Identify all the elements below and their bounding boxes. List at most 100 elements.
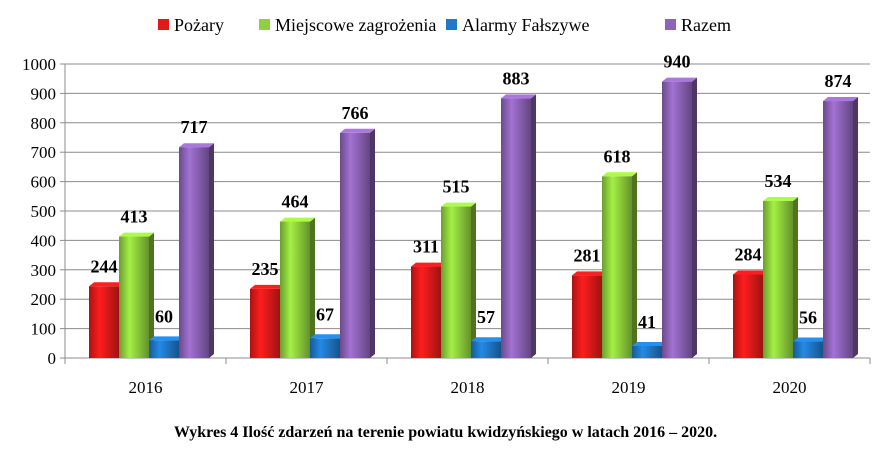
- bar-side: [632, 172, 637, 358]
- legend-swatch: [259, 19, 270, 30]
- bar-miejscowe-zagrozenia-2017: [280, 221, 310, 358]
- bar-top: [411, 262, 446, 267]
- y-tick-label: 500: [31, 202, 57, 221]
- data-label: 284: [735, 245, 762, 265]
- bar-alarmy-falszywe-2019: [632, 345, 662, 358]
- legend-swatch: [446, 19, 457, 30]
- bar-top: [733, 270, 768, 275]
- bar-pozary-2018: [411, 266, 441, 358]
- bar-top: [119, 232, 154, 237]
- y-tick-label: 800: [31, 114, 57, 133]
- y-tick-label: 900: [31, 84, 57, 103]
- legend-item-miejscowe-zagrozenia: Miejscowe zagrożenia: [259, 15, 436, 35]
- bar-razem-2019: [662, 81, 692, 358]
- y-tick-label: 200: [31, 290, 57, 309]
- bar-top: [89, 282, 124, 287]
- bar-top: [501, 94, 536, 99]
- bar-razem-2018: [501, 98, 531, 358]
- legend-label: Alarmy Fałszywe: [462, 15, 589, 35]
- bar-razem-2020: [823, 101, 853, 358]
- bar-top: [280, 217, 315, 222]
- bar-miejscowe-zagrozenia-2020: [763, 201, 793, 358]
- data-label: 235: [252, 259, 279, 279]
- data-label: 874: [825, 71, 852, 91]
- bar-side: [209, 143, 214, 358]
- bar-side: [149, 232, 154, 358]
- x-tick-label: 2020: [773, 378, 807, 397]
- data-label: 515: [443, 177, 470, 197]
- y-axis: 0 100 200 300 400 500 600 700 800 900 1000: [22, 55, 66, 368]
- data-label: 311: [413, 237, 439, 257]
- x-axis: 2016 2017 2018 2019 2020: [64, 357, 871, 397]
- legend-swatch: [158, 19, 169, 30]
- bar-top: [602, 172, 637, 177]
- bar-pozary-2019: [572, 275, 602, 358]
- data-label: 766: [342, 103, 369, 123]
- legend-item-pozary: Pożary: [158, 15, 224, 35]
- bar-razem-2016: [179, 147, 209, 358]
- data-label: 60: [155, 306, 173, 326]
- bar-top: [572, 271, 607, 276]
- data-label: 57: [477, 307, 495, 327]
- bar-razem-2017: [340, 132, 370, 358]
- bar-top: [632, 341, 667, 346]
- bar-top: [763, 197, 798, 202]
- bar-side: [692, 77, 697, 358]
- y-tick-label: 100: [31, 320, 57, 339]
- bar-top: [179, 143, 214, 148]
- bar-pozary-2017: [250, 288, 280, 358]
- x-tick-label: 2018: [451, 378, 485, 397]
- bar-miejscowe-zagrozenia-2019: [602, 176, 632, 358]
- x-tick-label: 2016: [129, 378, 163, 397]
- legend-label: Pożary: [174, 15, 224, 35]
- data-label: 534: [765, 171, 792, 191]
- bar-top: [471, 337, 506, 342]
- bar-top: [662, 77, 697, 82]
- legend-item-razem: Razem: [665, 15, 731, 35]
- bar-alarmy-falszywe-2018: [471, 341, 501, 358]
- data-label: 717: [181, 117, 208, 137]
- bar-top: [340, 128, 375, 133]
- legend-label: Razem: [681, 15, 731, 35]
- y-tick-label: 300: [31, 261, 57, 280]
- bar-top: [149, 336, 184, 341]
- data-label: 618: [604, 146, 631, 166]
- data-label: 56: [799, 308, 817, 328]
- y-tick-label: 0: [48, 349, 57, 368]
- data-label: 67: [316, 304, 334, 324]
- bar-pozary-2020: [733, 274, 763, 358]
- bar-top: [823, 97, 858, 102]
- bar-alarmy-falszywe-2017: [310, 338, 340, 358]
- bars: [89, 77, 858, 358]
- bar-side: [853, 97, 858, 358]
- bar-alarmy-falszywe-2016: [149, 340, 179, 358]
- bar-top: [310, 334, 345, 339]
- legend-label: Miejscowe zagrożenia: [275, 15, 436, 35]
- x-tick-label: 2019: [612, 378, 646, 397]
- bar-side: [793, 197, 798, 358]
- data-label: 464: [282, 192, 309, 212]
- legend: Pożary Miejscowe zagrożenia Alarmy Fałszyw…: [158, 15, 731, 35]
- bar-top: [441, 202, 476, 207]
- y-tick-label: 1000: [22, 55, 56, 74]
- figure-caption: Wykres 4 Ilość zdarzeń na terenie powiat…: [173, 424, 718, 441]
- bar-side: [370, 128, 375, 358]
- y-tick-label: 700: [31, 143, 57, 162]
- bar-chart: Pożary Miejscowe zagrożenia Alarmy Fałszyw…: [22, 15, 871, 397]
- data-label: 940: [664, 52, 691, 72]
- bar-top: [250, 284, 285, 289]
- bar-pozary-2016: [89, 286, 119, 358]
- data-label: 413: [121, 207, 148, 227]
- y-tick-label: 400: [31, 231, 57, 250]
- bar-top: [793, 337, 828, 342]
- y-tick-label: 600: [31, 173, 57, 192]
- x-tick-label: 2017: [290, 378, 325, 397]
- bar-miejscowe-zagrozenia-2018: [441, 206, 471, 358]
- bar-side: [531, 94, 536, 358]
- bar-alarmy-falszywe-2020: [793, 341, 823, 358]
- bar-miejscowe-zagrozenia-2016: [119, 236, 149, 358]
- bar-side: [471, 202, 476, 358]
- data-label: 41: [638, 312, 656, 332]
- legend-item-alarmy-falszywe: Alarmy Fałszywe: [446, 15, 589, 35]
- data-label: 244: [91, 256, 118, 276]
